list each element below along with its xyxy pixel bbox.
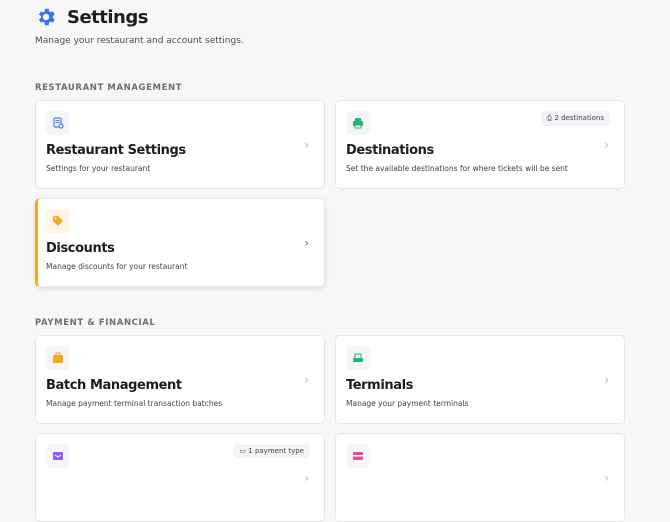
card-description: Settings for your restaurant (46, 164, 151, 173)
credit-card-icon (353, 452, 363, 460)
page-header: Settings (35, 6, 148, 28)
briefcase-icon (53, 352, 63, 363)
printer-icon (353, 118, 363, 129)
chevron-right-icon: › (304, 236, 309, 250)
tag-icon (53, 216, 63, 226)
card-description: Set the available destinations for where… (346, 164, 568, 173)
gear-icon (38, 8, 55, 26)
card-title: Terminals (346, 378, 413, 393)
chevron-right-icon: › (304, 471, 309, 485)
section-heading: RESTAURANT MANAGEMENT (35, 83, 183, 93)
card-destinations[interactable]: ⎙ 2 destinations Destinations Set the av… (335, 100, 625, 189)
card-description: Manage payment terminal transaction batc… (46, 399, 223, 408)
destinations-count-badge: ⎙ 2 destinations (540, 111, 610, 126)
card-gift-cards[interactable]: › (335, 433, 625, 522)
card-restaurant-settings[interactable]: Restaurant Settings Settings for your re… (35, 100, 325, 189)
wallet-icon (53, 452, 63, 460)
section-heading: PAYMENT & FINANCIAL (35, 318, 156, 328)
card-title: Batch Management (46, 378, 182, 393)
payment-type-count-badge: ▭ 1 payment type (233, 444, 310, 458)
card-description: Manage discounts for your restaurant (46, 262, 188, 271)
printer-icon: ⎙ (546, 114, 555, 122)
terminal-icon (353, 353, 363, 362)
wallet-icon: ▭ (239, 447, 249, 455)
card-discounts[interactable]: Discounts Manage discounts for your rest… (35, 198, 325, 287)
chevron-right-icon: › (604, 373, 609, 387)
document-settings-icon (53, 117, 64, 129)
chevron-right-icon: › (604, 471, 609, 485)
page-subtitle: Manage your restaurant and account setti… (35, 36, 244, 46)
chevron-right-icon: › (304, 138, 309, 152)
card-payment-types[interactable]: ▭ 1 payment type › (35, 433, 325, 522)
card-batch-management[interactable]: Batch Management Manage payment terminal… (35, 335, 325, 424)
chevron-right-icon: › (304, 373, 309, 387)
card-title: Discounts (46, 241, 115, 256)
chevron-right-icon: › (604, 138, 609, 152)
page-title: Settings (67, 6, 148, 28)
card-title: Destinations (346, 143, 434, 158)
card-description: Manage your payment terminals (346, 399, 469, 408)
card-title: Restaurant Settings (46, 143, 186, 158)
card-terminals[interactable]: Terminals Manage your payment terminals … (335, 335, 625, 424)
